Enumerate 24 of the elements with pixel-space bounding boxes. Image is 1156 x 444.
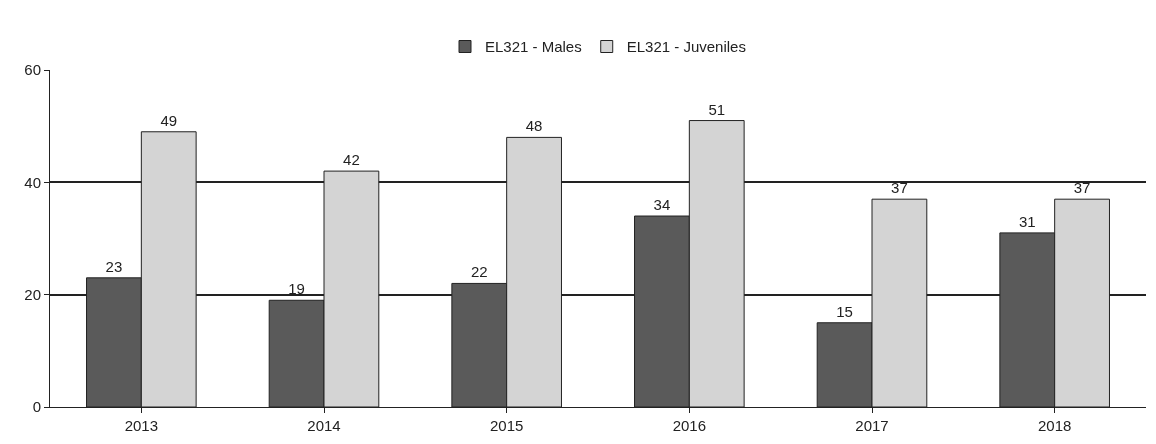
legend-label: EL321 - Juveniles: [626, 38, 746, 56]
x-tick-label: 2016: [672, 417, 707, 434]
data-label: 22: [470, 263, 488, 281]
x-tick-label: 2017: [855, 417, 889, 434]
x-tick-label: 2015: [489, 417, 524, 434]
data-label: 15: [836, 302, 853, 320]
data-label: 31: [1018, 212, 1036, 230]
data-label: 19: [288, 280, 305, 298]
data-label: 48: [525, 117, 543, 135]
data-label: 51: [708, 100, 726, 118]
x-tick-label: 2018: [1037, 417, 1072, 434]
data-label: 37: [1073, 179, 1091, 197]
y-tick-label: 60: [24, 61, 41, 79]
y-tick-label: 20: [24, 285, 41, 303]
y-tick-label: 0: [32, 398, 41, 416]
data-label: 42: [343, 151, 360, 169]
data-label: 34: [653, 196, 671, 214]
data-label: 37: [891, 179, 908, 197]
data-label: 23: [105, 257, 123, 275]
data-label: 49: [160, 111, 178, 129]
legend-label: EL321 - Males: [485, 38, 582, 56]
x-tick-label: 2013: [124, 417, 159, 434]
y-tick-label: 40: [24, 173, 41, 191]
x-tick-label: 2014: [307, 417, 341, 434]
